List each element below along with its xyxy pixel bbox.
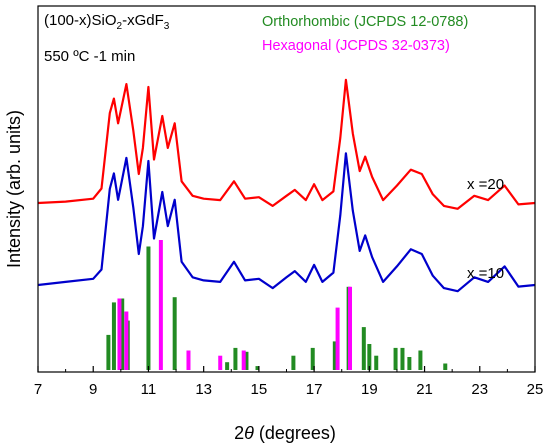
hexagonal-ref-bar: [186, 350, 191, 370]
orthorhombic-ref-bar: [407, 357, 412, 370]
x-tick-label: 19: [361, 381, 378, 398]
orthorhombic-ref-bar: [332, 341, 337, 370]
x-tick-label: 7: [34, 381, 42, 398]
orthorhombic-ref-bar: [233, 347, 238, 370]
composition-annotation: (100-x)SiO2-xGdF3: [44, 12, 170, 32]
orthorhombic-ref-bar: [146, 246, 151, 370]
orthorhombic-ref-bar: [120, 298, 125, 370]
x-tick-label: 11: [141, 381, 157, 398]
x-tick-label: 21: [416, 381, 433, 398]
y-axis-label: Intensity (arb. units): [4, 110, 24, 268]
series-lines: [37, 78, 536, 293]
condition-annotation: 550 ºC -1 min: [44, 48, 135, 65]
orthorhombic-ref-bar: [361, 327, 366, 370]
x-axis: 7 9 11 13 15 17 19 21 23 25: [34, 366, 544, 398]
hexagonal-ref-bar: [218, 355, 223, 370]
orthorhombic-ref-bar: [255, 366, 260, 370]
orthorhombic-ref-bar: [291, 355, 296, 370]
series-label-x20: x =20: [467, 176, 504, 193]
orthorhombic-ref-bar: [225, 362, 230, 370]
orthorhombic-ref-bar: [443, 363, 448, 370]
orthorhombic-ref-bar: [367, 344, 372, 370]
series-x10-line: [37, 152, 536, 293]
hexagonal-ref-bar: [117, 298, 122, 370]
orthorhombic-ref-bar: [172, 297, 177, 370]
hexagonal-ref-bar: [241, 350, 246, 370]
x-tick-label: 17: [306, 381, 323, 398]
x-tick-label: 13: [195, 381, 212, 398]
hexagonal-ref-bar: [124, 311, 129, 370]
orthorhombic-ref-bar: [418, 350, 423, 370]
legend-hexagonal: Hexagonal (JCPDS 32-0373): [262, 38, 450, 54]
x-tick-label: 9: [89, 381, 97, 398]
series-label-x10: x =10: [467, 265, 504, 282]
hexagonal-ref-bar: [335, 307, 340, 370]
hexagonal-ref-bar: [348, 286, 353, 370]
orthorhombic-ref-bar: [106, 334, 111, 370]
hexagonal-ref-bar: [158, 240, 163, 370]
orthorhombic-ref-bar: [393, 347, 398, 370]
series-x20-line: [37, 78, 536, 210]
legend-orthorhombic: Orthorhombic (JCPDS 12-0788): [262, 14, 468, 30]
orthorhombic-ref-bar: [374, 355, 379, 370]
orthorhombic-ref-bar: [111, 302, 116, 370]
reference-lines: [106, 240, 448, 370]
x-tick-label: 25: [527, 381, 544, 398]
orthorhombic-ref-bar: [244, 351, 249, 370]
x-tick-label: 15: [251, 381, 268, 398]
x-axis-label: 2θ (degrees): [234, 423, 336, 443]
x-tick-label: 23: [471, 381, 488, 398]
orthorhombic-ref-bar: [400, 347, 405, 370]
orthorhombic-ref-bar: [310, 347, 315, 370]
